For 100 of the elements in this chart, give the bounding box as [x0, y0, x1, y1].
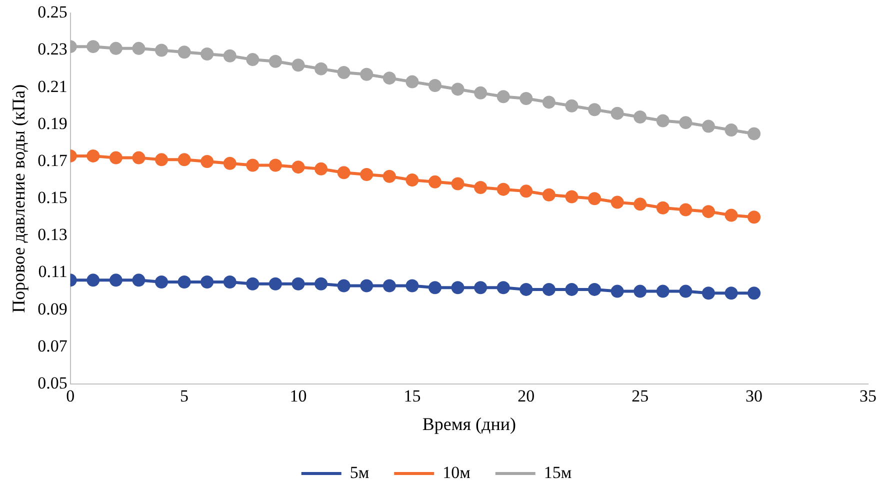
x-tick-label: 30: [746, 386, 763, 406]
point: [382, 72, 396, 85]
point: [246, 158, 260, 172]
point: [679, 116, 692, 130]
point: [520, 184, 533, 198]
legend-label: 15м: [544, 462, 572, 482]
point: [314, 62, 328, 76]
point: [109, 151, 122, 164]
point: [702, 205, 715, 218]
point: [292, 160, 305, 174]
point: [406, 174, 419, 187]
point: [406, 75, 419, 88]
point: [474, 281, 488, 294]
y-tick-label: 0.23: [38, 40, 68, 59]
point: [565, 190, 578, 204]
x-tick-label: 20: [518, 386, 535, 406]
y-axis-title: Поровое давление воды (кПа): [8, 84, 29, 313]
point: [634, 284, 647, 298]
y-tick-label: 0.13: [38, 225, 68, 244]
point: [360, 168, 374, 181]
point: [223, 49, 236, 62]
point: [178, 153, 191, 166]
point: [724, 208, 738, 222]
point: [565, 282, 578, 296]
point: [246, 53, 260, 66]
y-tick-label: 0.21: [38, 76, 68, 96]
legend-label: 10м: [442, 462, 471, 482]
point: [748, 286, 761, 300]
point: [178, 46, 191, 59]
point: [200, 47, 214, 60]
point: [634, 110, 647, 124]
point: [337, 166, 350, 180]
point: [268, 277, 282, 290]
x-tick-label: 10: [290, 386, 307, 406]
point: [542, 282, 556, 296]
point: [565, 99, 578, 112]
y-tick-label: 0.19: [38, 114, 68, 133]
point: [314, 277, 328, 290]
point: [520, 282, 533, 296]
y-tick-label: 0.09: [38, 299, 68, 318]
point: [474, 180, 488, 194]
point: [474, 86, 488, 100]
point: [496, 281, 510, 294]
point: [634, 198, 647, 211]
point: [610, 106, 624, 120]
point: [268, 54, 282, 68]
point: [109, 42, 122, 55]
point: [86, 274, 100, 287]
point: [588, 192, 602, 206]
point: [588, 103, 602, 116]
x-axis-title: Время (дни): [422, 414, 516, 434]
point: [200, 276, 214, 289]
point: [406, 279, 419, 292]
point: [679, 284, 692, 298]
point: [246, 277, 260, 290]
point: [360, 279, 374, 292]
point: [200, 155, 214, 168]
y-tick-label: 0.17: [38, 150, 68, 170]
y-tick-label: 0.05: [38, 373, 68, 392]
point: [496, 182, 510, 196]
point: [520, 92, 533, 105]
point: [292, 277, 305, 290]
point: [748, 210, 761, 224]
point: [428, 281, 442, 294]
point: [360, 68, 374, 81]
point: [132, 42, 146, 55]
x-tick-label: 35: [860, 386, 876, 406]
point: [155, 44, 168, 57]
point: [748, 127, 761, 140]
point: [178, 276, 191, 289]
point: [337, 279, 350, 292]
point: [542, 188, 556, 202]
point: [610, 196, 624, 209]
x-tick-label: 0: [66, 386, 75, 406]
point: [656, 284, 670, 298]
point: [382, 279, 396, 292]
point: [223, 276, 236, 289]
point: [588, 282, 602, 296]
point: [223, 156, 236, 170]
point: [109, 274, 122, 287]
point: [132, 151, 146, 164]
point: [724, 124, 738, 136]
point: [724, 286, 738, 300]
y-tick-label: 0.25: [38, 2, 68, 22]
point: [451, 281, 464, 294]
point: [428, 79, 442, 92]
point: [451, 82, 464, 96]
point: [679, 203, 692, 216]
point: [656, 201, 670, 214]
point: [382, 170, 396, 183]
x-tick-label: 25: [632, 386, 649, 406]
point: [132, 274, 146, 287]
y-tick-label: 0.11: [38, 262, 68, 282]
point: [428, 175, 442, 188]
point: [702, 120, 715, 133]
point: [451, 177, 464, 190]
point: [268, 158, 282, 172]
point: [292, 58, 305, 72]
point: [155, 276, 168, 289]
y-tick-label: 0.07: [38, 336, 68, 356]
